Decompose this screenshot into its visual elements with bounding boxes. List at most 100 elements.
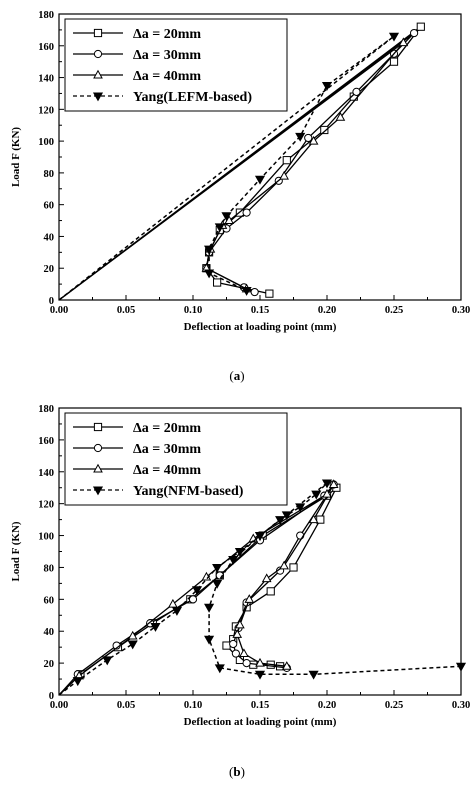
- chart-b-caption: (b): [229, 764, 245, 779]
- chart-1-data-point: [72, 677, 83, 687]
- chart-0-ytick-label: 160: [38, 42, 54, 53]
- chart-0-ytick-label: 60: [44, 201, 55, 212]
- chart-0-data-point: [250, 287, 259, 297]
- chart-0-data-point: [241, 286, 252, 296]
- chart-1-data-point: [281, 511, 292, 521]
- chart-0-data-point: [213, 278, 222, 287]
- chart-1-xlabel: Deflection at loading point (mm): [184, 716, 337, 728]
- chart-1-data-point: [127, 630, 138, 640]
- chart-a-caption: (a): [229, 368, 245, 383]
- chart-1-series-3: [58, 479, 467, 696]
- chart-1-data-point: [212, 563, 223, 573]
- chart-1-data-point: [289, 563, 298, 572]
- chart-0-data-point: [389, 57, 399, 66]
- chart-0-xtick-label: 0.10: [184, 305, 202, 316]
- chart-1-data-point: [188, 595, 198, 604]
- chart-1-series-line: [58, 482, 462, 696]
- chart-1-xtick-label: 0.00: [50, 700, 68, 711]
- chart-0-legend-marker: [92, 92, 104, 102]
- chart-0-xtick-label: 0.30: [452, 305, 470, 316]
- chart-1-data-point: [308, 670, 319, 680]
- chart-0-series-3: [58, 32, 400, 301]
- chart-1-data-point: [102, 656, 113, 666]
- chart-1-legend-label: Yang(NFM-based): [133, 484, 244, 499]
- chart-0-ytick-label: 140: [38, 74, 54, 85]
- chart-1-data-point: [322, 488, 332, 498]
- chart-1-xtick-label: 0.20: [318, 700, 336, 711]
- chart-0-ytick-label: 120: [38, 105, 54, 116]
- chart-0-data-point: [320, 125, 329, 135]
- chart-0-ytick-label: 180: [38, 10, 54, 21]
- chart-0-legend-marker: [93, 49, 103, 59]
- chart-0-data-point: [282, 156, 291, 165]
- chart-0-data-point: [279, 170, 289, 180]
- chart-0-data-point: [416, 22, 425, 31]
- chart-1-data-point: [455, 662, 467, 672]
- chart-1-legend-marker: [92, 486, 104, 496]
- chart-0-legend-marker: [93, 69, 103, 79]
- chart-1-data-point: [191, 586, 203, 596]
- chart-1-data-point: [316, 515, 325, 524]
- chart-0-xtick-label: 0.25: [385, 305, 403, 316]
- chart-1-data-point: [244, 594, 255, 603]
- chart-1-ytick-label: 160: [38, 436, 54, 447]
- chart-0-data-point: [321, 82, 333, 91]
- chart-0-data-point: [352, 87, 361, 96]
- chart-1-xtick-label: 0.30: [452, 700, 470, 711]
- chart-0-data-point: [254, 175, 266, 185]
- chart-1-ylabel: Load F (KN): [10, 521, 22, 581]
- chart-1-data-point: [235, 619, 245, 629]
- chart-1-ytick-label: 0: [49, 691, 54, 702]
- chart-1-data-point: [328, 479, 339, 489]
- chart-1-ytick-label: 140: [38, 468, 54, 479]
- chart-1-data-point: [228, 555, 239, 565]
- chart-1-data-point: [234, 548, 245, 557]
- chart-1-data-point: [254, 670, 266, 680]
- chart-1-legend-marker: [93, 463, 103, 473]
- chart-0-data-point: [308, 135, 319, 145]
- chart-1-ytick-label: 120: [38, 500, 54, 511]
- chart-0-data-point: [335, 112, 346, 121]
- chart-1-data-point: [261, 573, 272, 583]
- chart-b: 0.00 0.05 0.10 0.15 0.20 0.25 0.30 0 20 40 60 80 100…: [0, 396, 474, 792]
- chart-0-ytick-label: 20: [44, 264, 55, 275]
- chart-1-legend-label: Δa = 40mm: [133, 463, 201, 478]
- chart-1-data-point: [266, 587, 275, 596]
- chart-1-xtick-label: 0.05: [117, 700, 135, 711]
- chart-1-data-point: [279, 560, 289, 570]
- chart-1-ytick-label: 40: [44, 627, 55, 638]
- chart-1-legend-label: Δa = 20mm: [133, 421, 201, 436]
- chart-0-data-point: [398, 37, 409, 47]
- chart-1-data-point: [275, 516, 286, 526]
- chart-1-data-point: [295, 503, 306, 513]
- chart-0-data-point: [410, 28, 419, 38]
- chart-1-xtick-label: 0.10: [184, 700, 202, 711]
- chart-0-data-point: [265, 289, 274, 298]
- chart-1-data-point: [212, 579, 223, 589]
- chart-1-data-point: [214, 664, 225, 674]
- chart-1-ytick-label: 60: [44, 595, 55, 606]
- chart-1-data-point: [232, 629, 243, 638]
- chart-0-data-point: [295, 132, 306, 142]
- chart-a: 0.00 0.05 0.10 0.15 0.20 0.25 0.30 0 20 40 60 80 100…: [10, 10, 470, 383]
- chart-1-data-point: [229, 639, 238, 649]
- chart-0-xtick-label: 0.20: [318, 305, 336, 316]
- chart-1-data-point: [281, 661, 292, 670]
- chart-0-legend-label: Yang(LEFM-based): [133, 90, 252, 105]
- chart-0-data-point: [204, 269, 215, 279]
- chart-0-data-point: [304, 133, 313, 143]
- chart-1-ytick-label: 180: [38, 404, 54, 415]
- chart-1-ytick-label: 20: [44, 659, 55, 670]
- chart-0-data-point: [388, 32, 400, 42]
- chart-0-xtick-label: 0.15: [251, 305, 269, 316]
- chart-1-data-point: [321, 479, 333, 489]
- chart-0-data-point: [204, 245, 215, 255]
- chart-1-data-point: [242, 659, 251, 668]
- chart-1-data-point: [204, 635, 215, 645]
- chart-1-data-point: [171, 606, 182, 616]
- chart-1-xtick-label: 0.25: [385, 700, 403, 711]
- chart-1-xtick-label: 0.15: [251, 700, 269, 711]
- chart-1-data-point: [222, 641, 231, 650]
- chart-0-legend-label: Δa = 30mm: [133, 48, 201, 63]
- chart-1-data-point: [239, 648, 249, 658]
